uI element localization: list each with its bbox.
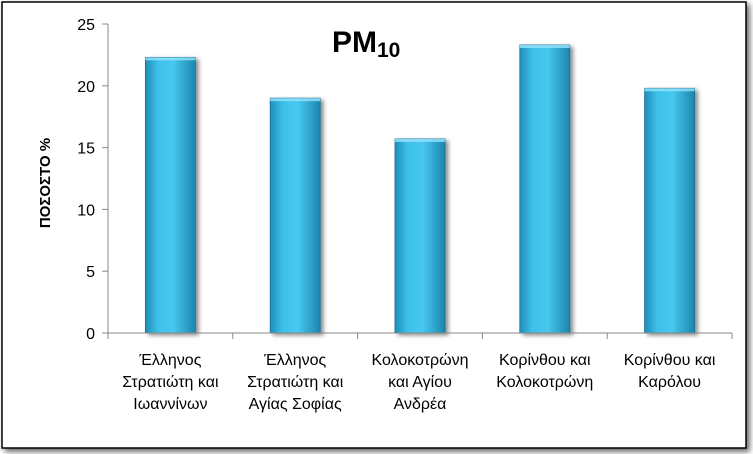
x-tick-label: Ανδρέα	[394, 396, 447, 413]
y-tick-label: 25	[77, 17, 95, 34]
bar	[519, 44, 571, 334]
bar	[644, 87, 695, 334]
x-tick-label: Στρατιώτη και	[247, 374, 344, 391]
x-tick-labels: Έλληνος Στρατιώτη και Ιωαννίνων Έλληνος Στρα…	[122, 352, 716, 413]
x-tick-label: Καρόλου	[638, 374, 701, 391]
bar	[394, 138, 446, 334]
bar	[144, 56, 196, 334]
y-tick-label: 0	[86, 326, 95, 343]
bar-top-highlight	[270, 98, 321, 102]
x-tick-label: Κολοκοτρώνη	[371, 352, 468, 369]
x-tick-label: Στρατιώτη και	[122, 374, 219, 391]
y-tick-label: 5	[86, 264, 95, 281]
bar-top-highlight	[519, 45, 570, 49]
chart-title: PM10	[332, 26, 400, 62]
y-tick-label: 10	[77, 202, 95, 219]
x-tick-label: και Αγίου	[388, 374, 452, 391]
bar-group	[394, 138, 446, 334]
chart-title-subscript: 10	[377, 39, 400, 62]
axes-layer: 0 5 10 15 20 25	[77, 17, 733, 343]
x-tick-label: Έλληνος	[263, 352, 326, 369]
bar-top-highlight	[644, 88, 695, 92]
x-tick-label: Αγίας Σοφίας	[249, 396, 342, 413]
chart-title-main: PM	[332, 26, 377, 59]
x-tick-label: Κορίνθου και	[624, 352, 716, 369]
x-tick-label: Έλληνος	[138, 352, 201, 369]
chart-frame	[1, 1, 747, 449]
y-axis-label: ΠΟΣΟΣΤΟ %	[37, 138, 54, 228]
y-tick-label: 15	[77, 141, 95, 158]
bar	[269, 97, 321, 334]
bar-group	[269, 97, 321, 334]
bar-group	[644, 87, 695, 334]
bar-top-highlight	[395, 138, 445, 142]
bar-group	[144, 56, 196, 334]
x-tick-label: Κολοκοτρώνη	[496, 374, 593, 391]
bar-top-highlight	[145, 57, 196, 61]
x-tick-label: Κορίνθου και	[499, 352, 591, 369]
y-tick-label: 20	[77, 79, 95, 96]
x-tick-label: Ιωαννίνων	[133, 396, 207, 413]
bar-group	[519, 44, 571, 334]
